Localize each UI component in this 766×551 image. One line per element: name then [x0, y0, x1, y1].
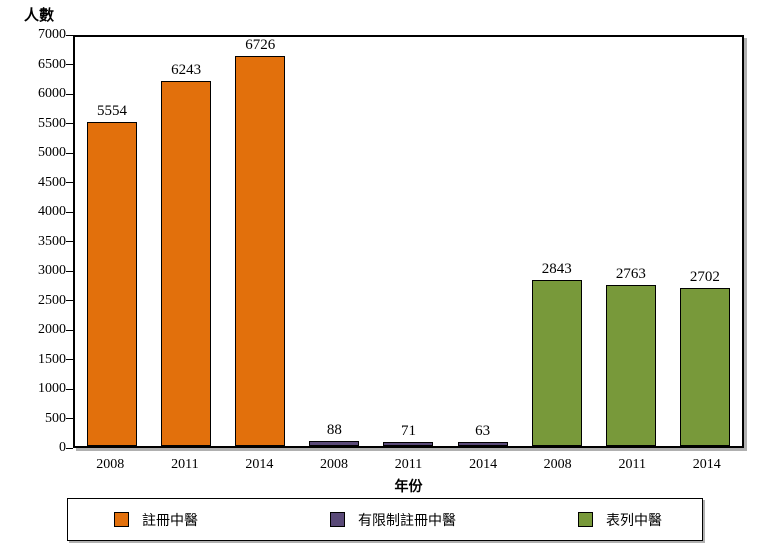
bar-slot: 6243: [149, 37, 223, 446]
bar-value-label: 2763: [615, 265, 646, 282]
bars-row: 5554 6243 6726 88 71 63 2843 2763 2702: [75, 37, 742, 446]
legend-label: 有限制註冊中醫: [358, 513, 456, 529]
y-tick-label: 500: [45, 410, 66, 426]
y-tick-mark: [66, 93, 73, 95]
y-tick-label: 2500: [38, 292, 66, 308]
bar-slot: 71: [371, 37, 445, 446]
y-tick-label: 7000: [38, 27, 66, 42]
y-tick-label: 1000: [38, 381, 66, 396]
y-tick-mark: [66, 418, 73, 419]
y-tick-mark: [66, 359, 73, 360]
bar-slot: 2763: [594, 37, 668, 446]
x-tick-label: 2014: [469, 457, 498, 472]
bar-表列中醫-2014: [679, 288, 730, 446]
x-tick-label: 2014: [692, 457, 721, 472]
y-tick-mark: [66, 447, 73, 449]
bar-value-label: 5554: [97, 102, 128, 119]
y-tick-mark: [66, 270, 73, 272]
bar-註冊中醫-2011: [161, 81, 212, 446]
y-tick-mark: [66, 123, 73, 124]
y-tick-label: 4500: [38, 174, 66, 190]
bar-value-label: 2702: [689, 269, 720, 286]
y-tick-label: 4000: [38, 204, 66, 219]
legend-label: 註冊中醫: [142, 513, 198, 529]
legend-item: 有限制註冊中醫: [330, 499, 456, 540]
bar-value-label: 88: [326, 421, 342, 438]
y-tick-mark: [66, 152, 73, 154]
legend: 註冊中醫 有限制註冊中醫 表列中醫: [67, 498, 703, 541]
y-tick-label: 3500: [38, 233, 66, 249]
y-tick-mark: [66, 182, 73, 183]
y-tick-label: 6000: [38, 86, 66, 101]
x-tick-label: 2014: [245, 457, 274, 472]
bar-註冊中醫-2008: [87, 121, 138, 446]
bar-slot: 5554: [75, 37, 149, 446]
y-tick-mark: [66, 34, 73, 36]
legend-swatch-icon: [330, 512, 345, 527]
y-tick-label: 1500: [38, 351, 66, 367]
legend-item: 表列中醫: [578, 499, 662, 540]
y-tick-label: 6500: [38, 56, 66, 72]
y-tick-label: 2000: [38, 322, 66, 337]
x-tick-label: 2008: [319, 457, 348, 472]
x-tick-label: 2011: [171, 457, 199, 472]
bar-slot: 2702: [668, 37, 742, 446]
bar-表列中醫-2011: [605, 284, 656, 446]
legend-label: 表列中醫: [606, 513, 662, 529]
x-tick-label: 2008: [543, 457, 572, 472]
bar-表列中醫-2008: [531, 279, 582, 446]
y-tick-mark: [66, 388, 73, 390]
y-tick-mark: [66, 64, 73, 65]
x-axis-title: 年份: [394, 478, 423, 494]
y-tick-label: 5500: [38, 115, 66, 131]
bar-value-label: 6243: [171, 62, 202, 79]
x-tick-label: 2011: [394, 457, 423, 472]
y-tick-mark: [66, 211, 73, 213]
plot-area: 5554 6243 6726 88 71 63 2843 2763 2702: [73, 35, 744, 448]
bar-註冊中醫-2014: [235, 56, 286, 446]
bar-value-label: 71: [400, 422, 416, 439]
bar-value-label: 63: [475, 423, 491, 440]
y-tick-mark: [66, 241, 73, 242]
bar-slot: 88: [297, 37, 371, 446]
y-tick-label: 0: [59, 440, 66, 455]
bar-value-label: 6726: [245, 37, 276, 53]
y-tick-label: 5000: [38, 145, 66, 160]
y-axis-title: 人數: [24, 7, 55, 24]
legend-item: 註冊中醫: [114, 499, 198, 540]
legend-swatch-icon: [114, 512, 129, 527]
bar-有限制註冊中醫-2011: [383, 441, 434, 446]
x-tick-label: 2011: [618, 457, 646, 472]
bar-slot: 2843: [520, 37, 594, 446]
bar-value-label: 2843: [541, 260, 572, 277]
y-tick-label: 3000: [38, 263, 66, 278]
x-axis-ticks: 2008 2011 2014 2008 2011 2014 2008 2011 2014: [73, 457, 744, 473]
y-tick-mark: [66, 329, 73, 331]
x-tick-label: 2008: [96, 457, 125, 472]
legend-swatch-icon: [578, 512, 593, 527]
bar-有限制註冊中醫-2014: [457, 442, 508, 446]
bar-slot: 6726: [223, 37, 297, 446]
y-tick-mark: [66, 300, 73, 301]
bar-有限制註冊中醫-2008: [309, 440, 360, 446]
bar-slot: 63: [446, 37, 520, 446]
